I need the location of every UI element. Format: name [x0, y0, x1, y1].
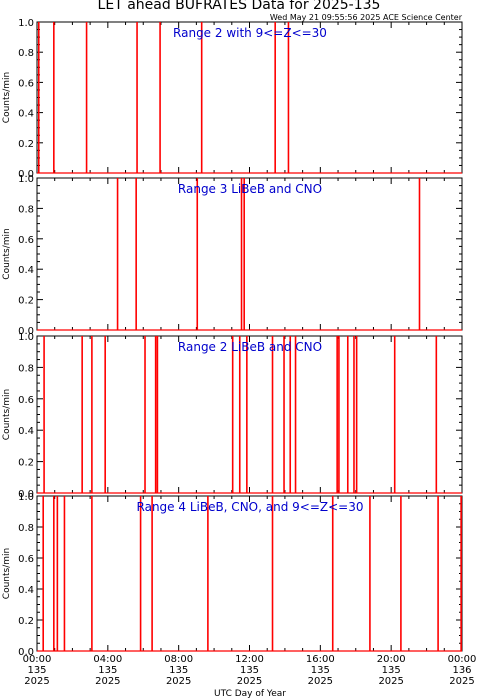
y-tick-label: 0.6 — [18, 554, 34, 565]
panel-frame — [36, 495, 463, 652]
panels-group: 0.0 0.2 0.4 0.6 0.8 1.0 Counts/min Range 2 with… — [2, 18, 463, 658]
panel-title: Range 4 LiBeB, CNO, and 9<=Z<=30 — [137, 500, 364, 514]
y-tick-label: 0.2 — [18, 616, 34, 627]
x-tick-label-time: 16:00 — [306, 654, 335, 665]
x-tick-label-doy: 135 — [240, 665, 259, 676]
y-tick-label: 0.6 — [18, 78, 34, 89]
panel-3: 0.0 0.2 0.4 0.6 0.8 1.0 Counts/min Range 2 LiBe… — [2, 332, 463, 500]
x-tick-label-time: 20:00 — [377, 654, 406, 665]
x-tick-label-year: 2025 — [237, 676, 262, 687]
x-axis: 00:00135202504:00135202508:00135202512:0… — [23, 654, 477, 687]
y-tick-label: 0.8 — [18, 523, 34, 534]
y-axis-label: Counts/min — [2, 389, 12, 440]
x-tick-label-time: 00:00 — [23, 654, 52, 665]
x-tick-label-time: 04:00 — [93, 654, 122, 665]
y-axis-label: Counts/min — [2, 548, 12, 599]
x-tick-label-year: 2025 — [95, 676, 120, 687]
x-tick-label-year: 2025 — [166, 676, 191, 687]
x-tick-label-doy: 135 — [311, 665, 330, 676]
y-tick-label: 0.2 — [18, 458, 34, 469]
y-axis-label: Counts/min — [2, 72, 12, 123]
chart-title: LET ahead BUFRATES Data for 2025-135 — [98, 0, 381, 13]
x-tick-label-time: 00:00 — [448, 654, 477, 665]
y-tick-label: 0.4 — [18, 265, 34, 276]
y-tick-label: 0.6 — [18, 235, 34, 246]
timestamp-label: Wed May 21 09:55:56 2025 ACE Science Cen… — [270, 13, 463, 22]
x-tick-label-time: 08:00 — [164, 654, 193, 665]
y-tick-label: 0.4 — [18, 109, 34, 120]
y-tick-label: 1.0 — [18, 492, 34, 503]
panel-frame — [36, 21, 463, 174]
y-tick-label: 0.4 — [18, 585, 34, 596]
panel-frame — [36, 177, 463, 331]
panel-frame — [36, 335, 463, 494]
x-tick-label-year: 2025 — [378, 676, 403, 687]
panel-title: Range 2 with 9<=Z<=30 — [173, 26, 327, 40]
y-axis-label: Counts/min — [2, 228, 12, 279]
x-tick-label-year: 2025 — [24, 676, 49, 687]
x-tick-label-doy: 136 — [452, 665, 471, 676]
y-tick-label: 0.6 — [18, 395, 34, 406]
panel-4: 0.0 0.2 0.4 0.6 0.8 1.0 Counts/min Range 4 LiBe… — [2, 492, 463, 658]
panel-title: Range 2 LiBeB and CNO — [178, 340, 322, 354]
y-tick-label: 0.0 — [18, 169, 34, 180]
x-tick-label-doy: 135 — [382, 665, 401, 676]
x-tick-label-time: 12:00 — [235, 654, 264, 665]
panel-2: 0.0 0.2 0.4 0.6 0.8 1.0 Counts/min Range 3 LiBe… — [2, 174, 463, 337]
x-tick-label-doy: 135 — [27, 665, 46, 676]
y-tick-label: 0.4 — [18, 426, 34, 437]
x-axis-label: UTC Day of Year — [214, 689, 286, 699]
x-tick-label-year: 2025 — [449, 676, 474, 687]
x-tick-label-year: 2025 — [308, 676, 333, 687]
x-tick-label-doy: 135 — [98, 665, 117, 676]
y-tick-label: 0.8 — [18, 204, 34, 215]
y-tick-label: 1.0 — [18, 332, 34, 343]
y-tick-label: 0.2 — [18, 139, 34, 150]
y-tick-label: 0.0 — [18, 326, 34, 337]
y-tick-label: 0.0 — [18, 647, 34, 658]
panel-title: Range 3 LiBeB and CNO — [178, 182, 322, 196]
y-tick-label: 1.0 — [18, 174, 34, 185]
y-tick-label: 0.0 — [18, 489, 34, 500]
x-tick-label-doy: 135 — [169, 665, 188, 676]
y-tick-label: 1.0 — [18, 18, 34, 29]
y-tick-label: 0.8 — [18, 48, 34, 59]
y-tick-label: 0.8 — [18, 363, 34, 374]
y-tick-label: 0.2 — [18, 296, 34, 307]
panel-1: 0.0 0.2 0.4 0.6 0.8 1.0 Counts/min Range 2 with… — [2, 18, 463, 180]
